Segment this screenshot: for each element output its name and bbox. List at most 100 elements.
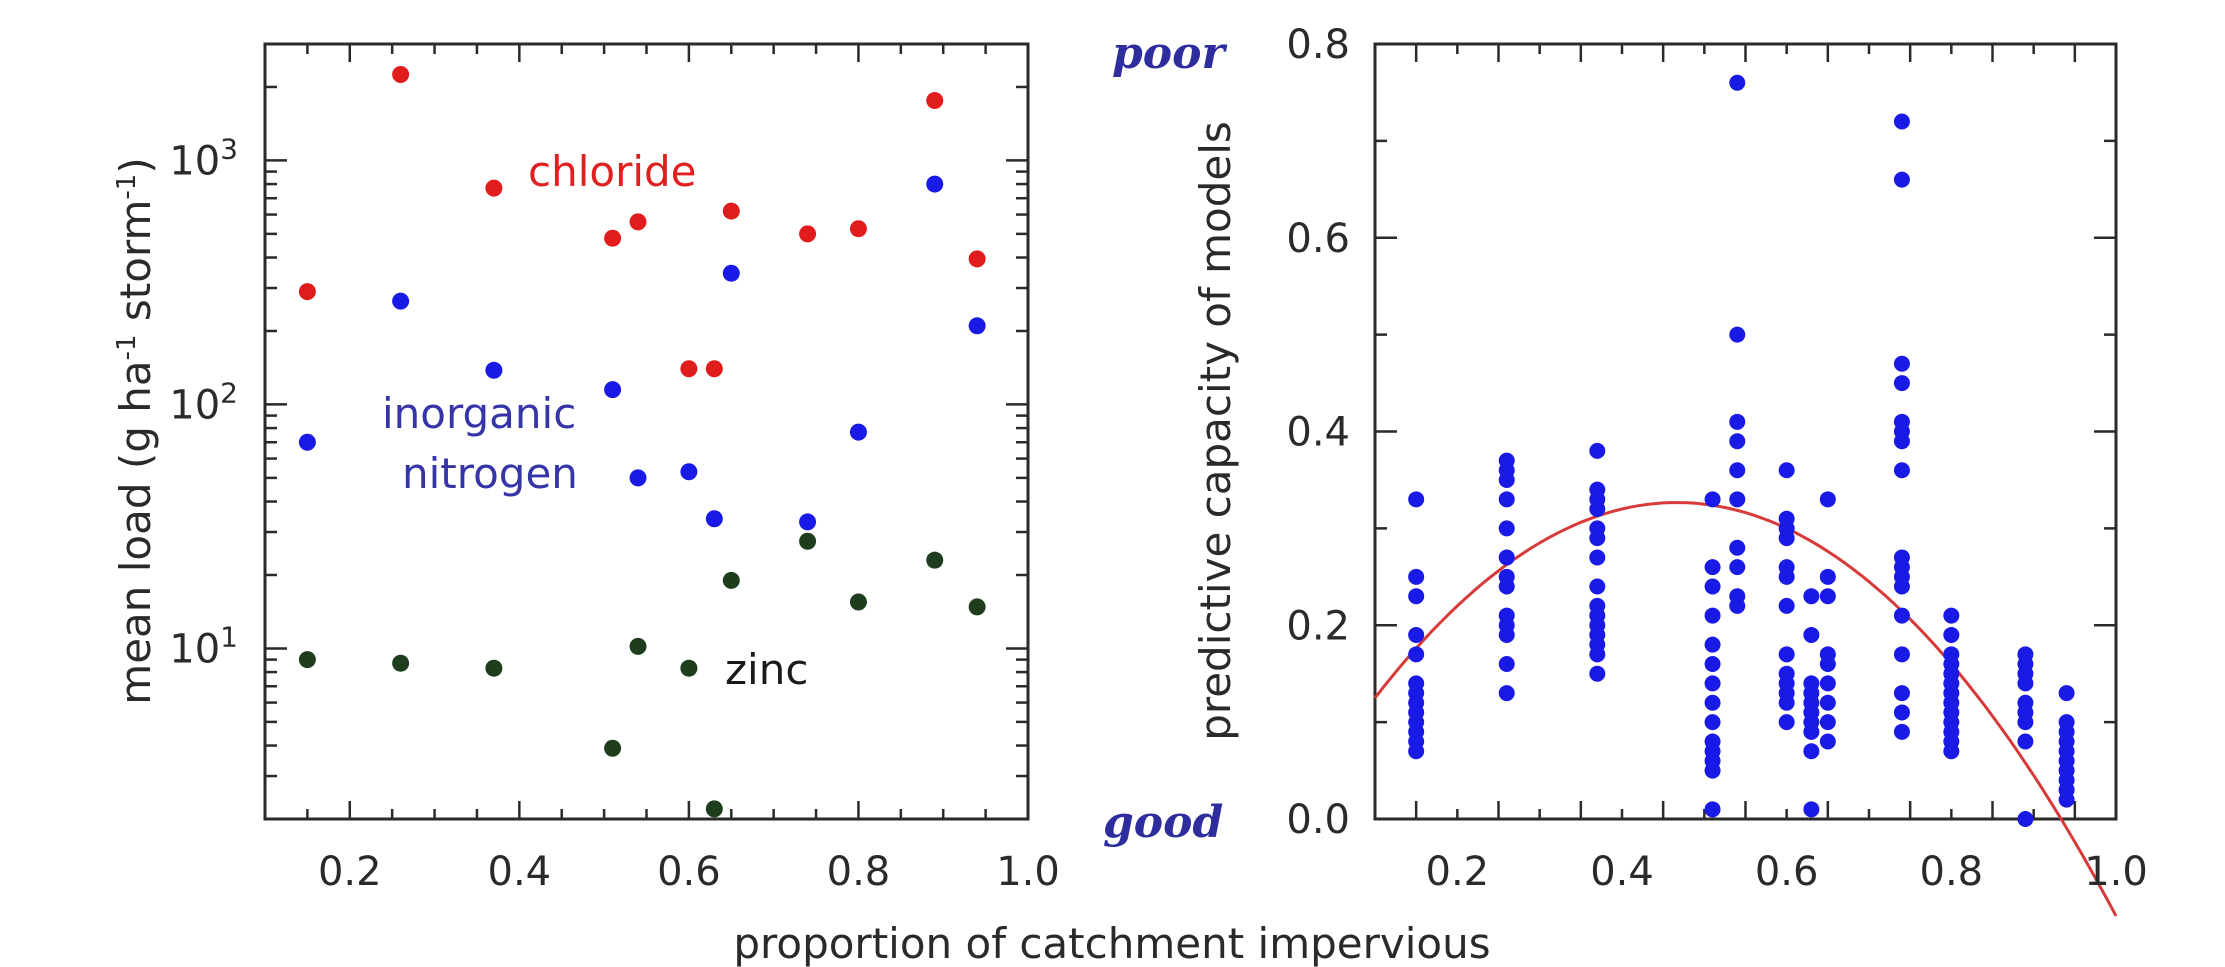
right-point (1729, 462, 1746, 479)
quality-label-good: good (1103, 797, 1223, 848)
right-point (1589, 549, 1606, 566)
right-x-tick-label: 0.2 (1426, 849, 1490, 895)
right-y-axis-label: predictive capacity of models (1191, 121, 1240, 741)
right-point (1408, 743, 1425, 760)
right-point (1704, 675, 1721, 692)
left-points (298, 65, 986, 818)
right-point (1778, 568, 1795, 585)
right-point (1729, 413, 1746, 430)
right-y-tick-label: 0.4 (1286, 410, 1350, 456)
left-point-series-2 (849, 593, 867, 611)
left-point-series-2 (926, 551, 944, 569)
right-points (1408, 74, 2075, 827)
left-point-series-2 (722, 571, 740, 589)
right-point (2017, 811, 2034, 827)
right-point (1704, 801, 1721, 818)
left-point-series-1 (680, 463, 698, 481)
right-x-tick-label: 0.8 (1920, 849, 1984, 895)
right-point (1893, 646, 1910, 663)
left-point-series-0 (926, 92, 944, 110)
right-point (1893, 433, 1910, 450)
right-point (1803, 743, 1820, 760)
left-y-tick-label: 102 (169, 376, 238, 428)
left-y-axis-label: mean load (g ha-1 storm-1) (111, 157, 160, 704)
right-point (1589, 665, 1606, 682)
right-point (1704, 656, 1721, 672)
left-point-series-0 (298, 283, 316, 301)
right-point (1589, 442, 1606, 459)
quality-label-poor: poor (1112, 28, 1227, 79)
left-y-tick-label: 103 (169, 132, 238, 184)
right-point (1819, 588, 1836, 605)
right-point (1408, 626, 1425, 643)
right-point (1589, 646, 1606, 663)
right-point (1729, 74, 1746, 91)
annotation-chloride: chloride (528, 147, 697, 196)
right-point (1893, 171, 1910, 188)
right-point (1819, 714, 1836, 731)
right-point (1778, 694, 1795, 711)
right-point (1819, 733, 1836, 750)
left-point-series-1 (849, 423, 867, 441)
left-point-series-0 (799, 225, 817, 243)
right-y-tick-label: 0.0 (1286, 797, 1350, 843)
right-point (1893, 355, 1910, 372)
right-point (1803, 626, 1820, 643)
left-x-tick-label: 0.4 (488, 849, 552, 895)
right-point (1498, 626, 1515, 643)
left-point-series-2 (629, 637, 647, 655)
right-point (1729, 597, 1746, 614)
right-point (1803, 588, 1820, 605)
left-point-series-1 (629, 469, 647, 487)
right-point (1408, 491, 1425, 508)
right-point (1498, 578, 1515, 595)
left-point-series-0 (680, 360, 698, 378)
right-point (1704, 491, 1721, 508)
right-point (1498, 471, 1515, 488)
right-ticks (1373, 42, 2118, 821)
annotation-inorganic: inorganic (382, 389, 576, 438)
left-x-tick-label: 0.6 (657, 849, 721, 895)
left-point-series-2 (705, 800, 723, 818)
right-point (1589, 501, 1606, 517)
left-y-tick-label: 101 (169, 620, 238, 672)
left-point-series-2 (604, 739, 622, 757)
left-point-series-0 (968, 250, 986, 268)
right-x-tick-label: 0.4 (1590, 849, 1654, 895)
right-point (1819, 656, 1836, 672)
right-point (1893, 462, 1910, 479)
right-chart: 0.2 0.4 0.6 0.8 1.0 0.0 0.2 0.4 0.6 0.8 predictiv… (1103, 22, 2148, 917)
left-point-series-0 (485, 179, 503, 197)
right-point (1704, 714, 1721, 731)
left-point-series-1 (799, 513, 817, 531)
right-point (1893, 685, 1910, 702)
left-point-series-2 (485, 659, 503, 677)
right-point (1943, 626, 1960, 643)
right-point (1704, 607, 1721, 624)
right-point (1704, 762, 1721, 779)
shared-x-axis-label: proportion of catchment impervious (733, 919, 1490, 967)
right-x-tick-label: 1.0 (2084, 849, 2148, 895)
right-point (1498, 549, 1515, 566)
right-point (1704, 578, 1721, 595)
right-point (1498, 685, 1515, 702)
right-point (2017, 714, 2034, 731)
left-point-series-2 (968, 598, 986, 616)
right-point (1408, 646, 1425, 663)
right-point (1778, 597, 1795, 614)
right-y-tick-label: 0.8 (1286, 22, 1350, 68)
right-point (1819, 694, 1836, 711)
left-point-series-0 (604, 229, 622, 247)
right-point (1943, 607, 1960, 624)
left-point-series-1 (968, 317, 986, 335)
right-point (1803, 723, 1820, 740)
right-point (1729, 326, 1746, 343)
left-point-series-0 (722, 202, 740, 220)
right-point (1408, 588, 1425, 605)
right-point (1729, 559, 1746, 576)
right-point (1729, 539, 1746, 556)
left-point-series-1 (722, 264, 740, 282)
right-point (1498, 491, 1515, 508)
left-point-series-2 (680, 659, 698, 677)
right-point (1893, 723, 1910, 740)
